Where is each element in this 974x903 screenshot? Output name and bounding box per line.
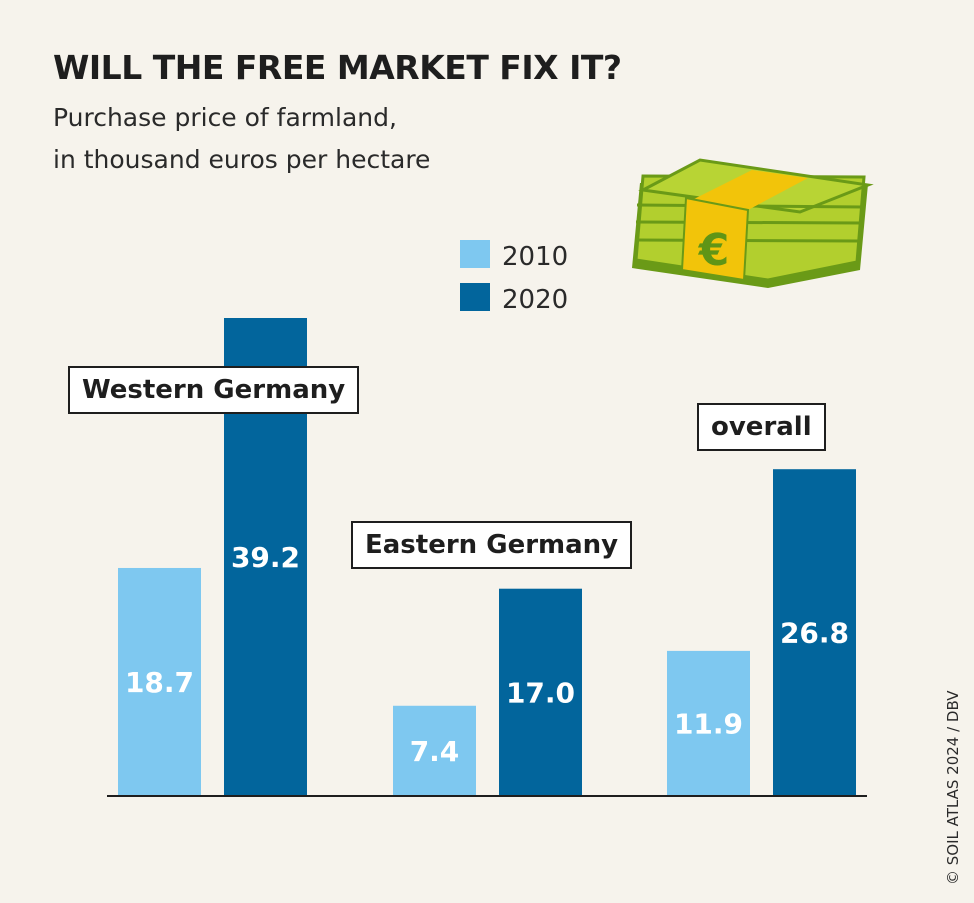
euro-banknote-stack-icon: €	[632, 158, 874, 288]
credit-text: © SOIL ATLAS 2024 / DBV	[944, 690, 962, 885]
legend-label-2010: 2010	[502, 242, 568, 272]
data-label-overall-2020: 26.8	[780, 617, 849, 650]
bar-overall-2020	[773, 469, 856, 796]
bar-eastern-germany-2020	[499, 588, 582, 796]
legend-swatch-2020	[460, 283, 490, 311]
legend: 2010 2020	[460, 240, 568, 315]
legend-swatch-2010	[460, 240, 490, 268]
bar-overall-2010	[667, 650, 750, 796]
legend-label-2020: 2020	[502, 285, 568, 315]
data-label-eastern-germany-2020: 17.0	[506, 676, 575, 709]
bar-western-germany-2010	[118, 567, 201, 796]
subtitle-line-1: Purchase price of farmland,	[53, 103, 397, 132]
data-label-overall-2010: 11.9	[674, 707, 743, 740]
group-label-eastern-germany: Eastern Germany	[351, 521, 633, 569]
data-label-eastern-germany-2010: 7.4	[410, 735, 460, 768]
data-label-western-germany-2010: 18.7	[125, 666, 194, 699]
group-label-western-germany: Western Germany	[68, 366, 360, 414]
group-label-overall: overall	[697, 403, 826, 451]
chart-subtitle: Purchase price of farmland, in thousand …	[53, 97, 430, 181]
bar-eastern-germany-2010	[393, 705, 476, 796]
subtitle-line-2: in thousand euros per hectare	[53, 145, 431, 174]
euro-symbol: €	[698, 225, 730, 276]
chart-title: WILL THE FREE MARKET FIX IT?	[53, 48, 622, 87]
data-label-western-germany-2020: 39.2	[231, 541, 300, 574]
